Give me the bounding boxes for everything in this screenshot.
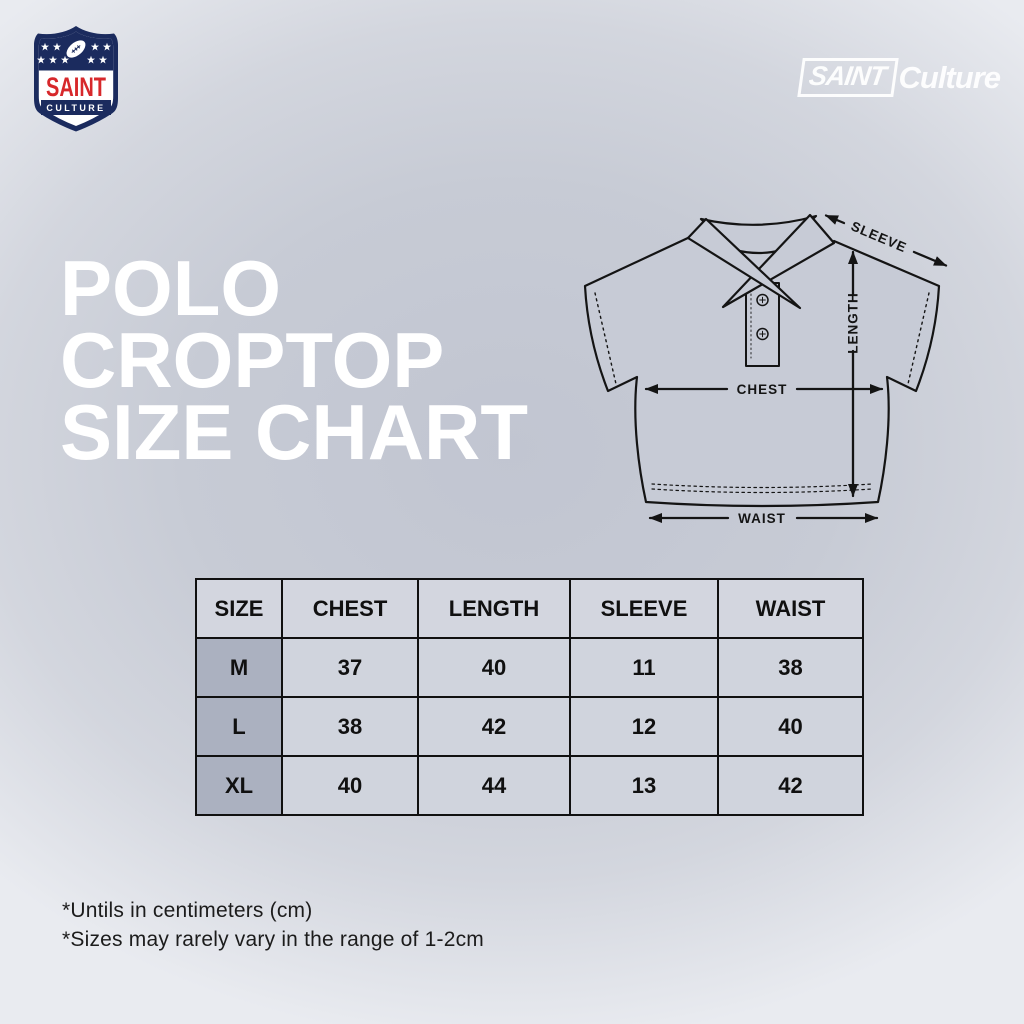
footnote-1: *Untils in centimeters (cm)	[62, 899, 313, 922]
size-table: SIZE CHEST LENGTH SLEEVE WAIST M 37 40 1…	[195, 578, 864, 816]
value-cell: 11	[569, 637, 719, 698]
polo-croptop-diagram: CHEST WAIST LENGTH SLEEVE	[583, 213, 948, 526]
sleeve-label: SLEEVE	[849, 219, 909, 256]
value-cell: 42	[717, 755, 864, 816]
polo-body-fill	[585, 237, 939, 506]
sleeve-stitch-lines	[594, 292, 930, 385]
waist-label: WAIST	[738, 511, 786, 526]
collar-right-lapel	[721, 213, 836, 309]
column-header: SIZE	[195, 578, 283, 639]
table-row: L 38 42 12 40	[195, 696, 864, 757]
value-cell: 40	[417, 637, 571, 698]
value-cell: 37	[281, 637, 419, 698]
shield-culture-text: CULTURE	[46, 103, 105, 113]
value-cell: 13	[569, 755, 719, 816]
column-header: SLEEVE	[569, 578, 719, 639]
brand-shield-logo: SAINT CULTURE	[34, 26, 118, 132]
button-icon	[756, 293, 769, 307]
size-cell: XL	[195, 755, 283, 816]
size-cell: M	[195, 637, 283, 698]
length-label: LENGTH	[846, 292, 861, 354]
column-header: CHEST	[281, 578, 419, 639]
table-header-row: SIZE CHEST LENGTH SLEEVE WAIST	[195, 578, 864, 639]
value-cell: 40	[717, 696, 864, 757]
title-line-3: SIZE CHART	[60, 388, 528, 476]
button-icon	[756, 327, 769, 341]
column-header: LENGTH	[417, 578, 571, 639]
title-line-2: CROPTOP	[60, 316, 445, 404]
wordmark-culture: Culture	[898, 59, 1001, 95]
table-row: XL 40 44 13 42	[195, 755, 864, 816]
column-header: WAIST	[717, 578, 864, 639]
footnotes: *Untils in centimeters (cm) *Sizes may r…	[62, 896, 484, 954]
footnote-2: *Sizes may rarely vary in the range of 1…	[62, 928, 484, 951]
value-cell: 44	[417, 755, 571, 816]
brand-wordmark: SAINT Culture	[796, 58, 1001, 97]
page-title: POLO CROPTOP SIZE CHART	[60, 244, 528, 476]
football-icon	[65, 39, 87, 59]
title-line-1: POLO	[60, 244, 282, 332]
value-cell: 38	[717, 637, 864, 698]
hem-stitch-lines	[651, 483, 873, 494]
value-cell: 12	[569, 696, 719, 757]
collar-left-lapel	[686, 217, 802, 310]
chest-label: CHEST	[737, 382, 788, 397]
polo-outline	[583, 235, 941, 508]
value-cell: 38	[281, 696, 419, 757]
value-cell: 42	[417, 696, 571, 757]
value-cell: 40	[281, 755, 419, 816]
shield-saint-text: SAINT	[46, 72, 106, 103]
size-cell: L	[195, 696, 283, 757]
table-row: M 37 40 11 38	[195, 637, 864, 698]
sleeve-arrow	[824, 214, 948, 267]
wordmark-saint-boxed: SAINT	[796, 58, 899, 97]
shield-culture-box	[41, 100, 111, 115]
